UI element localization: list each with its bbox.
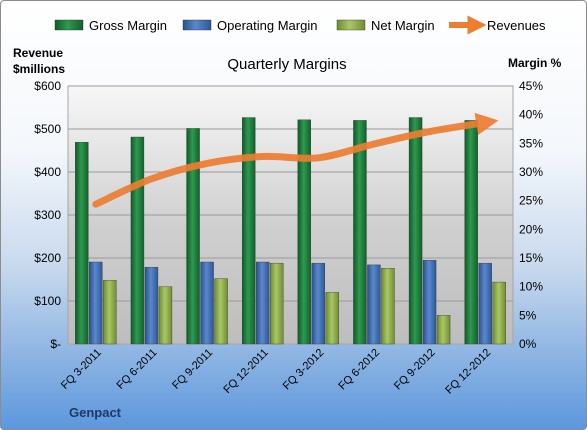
category-label: FQ 9-2011 (170, 347, 215, 392)
left-tick-label: $600 (34, 79, 61, 93)
operating-margin-bar (144, 266, 159, 345)
operating-margin-bar (89, 261, 103, 345)
left-tick-label: $200 (34, 251, 61, 265)
right-tick-label: 15% (519, 251, 543, 265)
category-label: FQ 6-2011 (114, 347, 159, 392)
legend-swatch (182, 19, 212, 31)
bars-group (75, 117, 506, 345)
left-tick-label: $400 (34, 165, 61, 179)
legend-swatch (54, 19, 84, 31)
footer-label: Genpact (69, 405, 122, 420)
legend-label: Net Margin (371, 18, 435, 33)
legend: Gross Margin Operating Margin Net Margin Re… (54, 15, 546, 35)
operating-margin-bar (255, 261, 270, 345)
operating-margin-bar (200, 261, 214, 345)
operating-margin-bar (311, 262, 326, 345)
right-tick-label: 35% (519, 136, 543, 150)
right-tick-label: 25% (519, 194, 543, 208)
category-label: FQ 3-2012 (281, 347, 327, 393)
net-margin-bar (436, 315, 451, 345)
left-tick-label: $500 (34, 122, 61, 136)
chart-title: Quarterly Margins (227, 56, 346, 73)
right-tick-label: 0% (519, 337, 537, 351)
revenues-line (92, 112, 499, 208)
category-label: FQ 12-2011 (221, 347, 270, 396)
left-axis-title-line1: Revenue (13, 46, 63, 60)
revenue-line-group (92, 112, 499, 208)
legend-label: Operating Margin (217, 18, 317, 33)
net-margin-bar (158, 286, 173, 345)
left-axis: $- $100 $200 $300 $400 $500 $600 (34, 79, 61, 351)
right-tick-label: 45% (519, 79, 543, 93)
net-margin-bar (103, 280, 117, 345)
gross-margin-bar (75, 141, 89, 345)
category-label: FQ 3-2011 (59, 347, 104, 392)
legend-label: Gross Margin (89, 18, 167, 33)
right-tick-label: 20% (519, 222, 543, 236)
legend-label: Revenues (487, 18, 546, 33)
gross-margin-bar (297, 119, 312, 345)
gross-margin-bar (464, 120, 478, 345)
category-axis: FQ 3-2011 FQ 6-2011 FQ 9-2011 FQ 12-2011 FQ … (59, 347, 493, 397)
net-margin-bar (325, 292, 340, 345)
left-tick-label: $300 (34, 208, 61, 222)
category-label: FQ 12-2012 (443, 347, 493, 397)
left-axis-title-line2: $millions (13, 62, 65, 76)
right-tick-label: 5% (519, 308, 537, 322)
right-axis: 0% 5% 10% 15% 20% 25% 30% 35% 40% 45% (519, 79, 543, 351)
right-tick-label: 40% (519, 108, 543, 122)
legend-swatch (336, 19, 366, 31)
right-tick-label: 30% (519, 165, 543, 179)
gross-margin-bar (130, 136, 145, 345)
gross-margin-bar (241, 117, 256, 345)
right-axis-title: Margin % (508, 56, 562, 70)
left-tick-label: $- (50, 337, 61, 351)
operating-margin-bar (422, 260, 437, 345)
net-margin-bar (492, 281, 506, 345)
operating-margin-bar (478, 262, 492, 345)
category-label: FQ 9-2012 (392, 347, 438, 393)
right-tick-label: 10% (519, 280, 543, 294)
gross-margin-bar (186, 128, 200, 345)
net-margin-bar (269, 262, 284, 345)
gross-margin-bar (408, 117, 423, 345)
net-margin-bar (214, 278, 228, 345)
gross-margin-bar (353, 120, 367, 345)
operating-margin-bar (367, 264, 381, 345)
category-label: FQ 6-2012 (336, 347, 382, 393)
net-margin-bar (381, 268, 395, 345)
left-tick-label: $100 (34, 294, 61, 308)
